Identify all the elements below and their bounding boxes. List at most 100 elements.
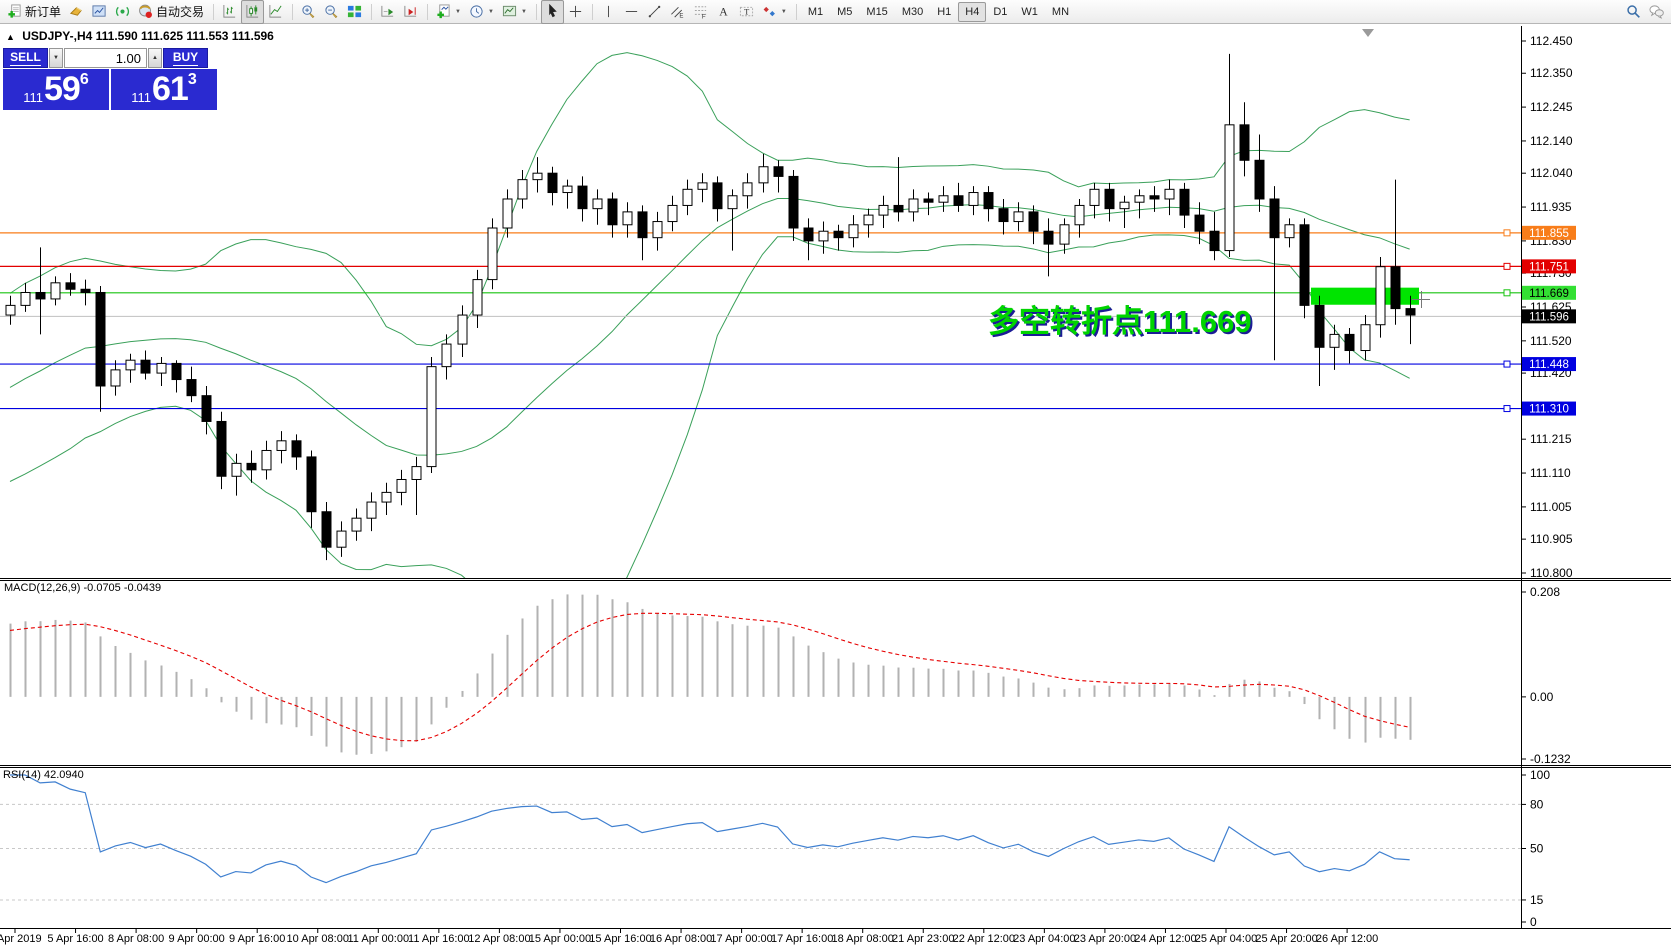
fibonacci-button[interactable]: F	[689, 0, 712, 24]
cursor-button[interactable]	[540, 0, 564, 24]
date-axis[interactable]: 5 Apr 2019 5 Apr 16:00 8 Apr 08:00 9 Apr 00…	[0, 928, 1378, 946]
indicators-button[interactable]: ▼	[432, 0, 465, 24]
candle-body	[306, 456, 317, 513]
bars-chart-icon	[222, 4, 237, 19]
volume-increase-button[interactable]: ▲	[148, 48, 162, 68]
candle-body	[1405, 308, 1416, 316]
dropdown-arrow-icon[interactable]: ▼	[455, 8, 461, 15]
collapse-panel-icon[interactable]: ▲	[6, 32, 15, 42]
trendline-button[interactable]	[643, 0, 666, 24]
crosshair-icon	[568, 4, 583, 19]
buy-price[interactable]: 111 61 3	[111, 69, 217, 110]
line-chart-button[interactable]	[264, 0, 287, 24]
candle-body	[1299, 224, 1310, 306]
timeframe-h4-button[interactable]: H4	[958, 1, 987, 22]
highlight-zone[interactable]	[1311, 287, 1419, 305]
buy-button[interactable]: BUY	[163, 48, 208, 68]
macd-name: MACD(12,26,9)	[4, 582, 81, 594]
candle-body	[1059, 224, 1070, 245]
community-button[interactable]	[65, 0, 88, 24]
text-label-button[interactable]: T	[735, 0, 758, 24]
line-handle[interactable]	[1503, 360, 1511, 368]
chart-shift-marker[interactable]	[1362, 29, 1374, 37]
one-click-trading-panel: SELL ▼ ▲ BUY 111 59 6 111 61 3	[3, 48, 219, 110]
horizontal-line-button[interactable]	[620, 0, 643, 24]
channel-icon: E	[670, 4, 685, 19]
price-axis[interactable]: 112.450 112.350 112.245 112.140 112.040 111.9…	[1521, 34, 1576, 929]
date-tick-label: 11 Apr 00:00	[348, 933, 410, 945]
rsi-label: RSI(14) 42.0940	[3, 769, 84, 781]
candle-body	[95, 291, 106, 387]
timeframe-m1-button[interactable]: M1	[807, 5, 824, 18]
candle-body	[1390, 266, 1401, 310]
main-pane[interactable]	[0, 52, 1521, 644]
line-handle[interactable]	[1503, 262, 1511, 270]
signals-button[interactable]	[111, 0, 134, 24]
dropdown-arrow-icon[interactable]: ▼	[780, 8, 787, 15]
line-handle[interactable]	[1503, 405, 1511, 413]
candle-body	[1329, 333, 1340, 348]
new-order-button[interactable]: 新订单	[3, 0, 65, 24]
timeframe-m5-button[interactable]: M5	[837, 5, 853, 18]
timeframe-mn-button[interactable]: MN	[1051, 5, 1070, 18]
timeframe-m30-button[interactable]: M30	[901, 5, 924, 18]
candle-body	[35, 291, 46, 300]
line-handle[interactable]	[1503, 289, 1511, 297]
date-tick-label: 23 Apr 04:00	[1013, 933, 1075, 945]
volume-decrease-button[interactable]: ▼	[49, 48, 63, 68]
equidistant-channel-button[interactable]: E	[666, 0, 689, 24]
crosshair-button[interactable]	[564, 0, 587, 24]
candlestick-chart-button[interactable]	[241, 0, 265, 24]
arrows-button[interactable]: ▼	[758, 0, 791, 24]
date-tick-label: 12 Apr 08:00	[468, 933, 530, 945]
timeframe-d1-button[interactable]: D1	[993, 5, 1008, 18]
search-button[interactable]	[1622, 0, 1645, 24]
candle-body	[923, 198, 934, 203]
timeframe-h1-button[interactable]: H1	[937, 5, 952, 18]
candle-body	[592, 198, 603, 210]
sell-price[interactable]: 111 59 6	[3, 69, 109, 110]
candle-body	[1239, 124, 1250, 161]
price-tick-label: 111.215	[1530, 432, 1572, 446]
shift-chart-button[interactable]	[399, 0, 422, 24]
toolbar-separator	[209, 3, 215, 20]
candle-body	[532, 172, 543, 181]
arrows-icon	[762, 4, 777, 19]
chat-button[interactable]	[1645, 0, 1668, 24]
auto-scroll-button[interactable]	[376, 0, 399, 24]
turning-point-annotation: 多空转折点111.669	[988, 304, 1252, 339]
toolbar-separator	[367, 3, 373, 20]
templates-button[interactable]: ▼	[498, 0, 531, 24]
date-tick-label: 9 Apr 00:00	[169, 933, 225, 945]
tile-windows-icon	[347, 4, 362, 19]
sell-price-pip: 6	[79, 71, 89, 88]
cursor-icon	[545, 4, 560, 19]
price-tick-label: 112.245	[1530, 100, 1573, 114]
new-chart-button[interactable]	[88, 0, 111, 24]
price-tick-label: 111.005	[1530, 500, 1572, 514]
dropdown-arrow-icon[interactable]: ▼	[487, 8, 494, 15]
sell-button-label: SELL	[10, 50, 41, 66]
vertical-line-button[interactable]	[597, 0, 620, 24]
tile-windows-button[interactable]	[343, 0, 366, 24]
volume-input[interactable]	[64, 48, 147, 68]
dropdown-arrow-icon[interactable]: ▼	[520, 8, 527, 15]
zoom-out-button[interactable]	[320, 0, 343, 24]
bollinger-bands	[9, 52, 1410, 578]
bar-chart-button[interactable]	[218, 0, 241, 24]
sell-button[interactable]: SELL	[3, 48, 48, 68]
periods-button[interactable]: ▼	[465, 0, 498, 24]
timeframe-m15-button[interactable]: M15	[866, 5, 888, 18]
text-button[interactable]: A	[712, 0, 735, 24]
candle-body	[472, 279, 483, 316]
horizontal-price-lines[interactable]	[0, 229, 1521, 413]
zoom-in-button[interactable]	[297, 0, 320, 24]
price-tag-label: 111.669	[1529, 288, 1569, 300]
timeframe-w1-button[interactable]: W1	[1021, 5, 1038, 18]
candle-body	[231, 462, 242, 477]
candle-body	[1179, 188, 1190, 216]
candle-body	[667, 204, 678, 223]
line-handle[interactable]	[1503, 229, 1511, 237]
auto-trading-button[interactable]: 自动交易	[134, 0, 208, 24]
